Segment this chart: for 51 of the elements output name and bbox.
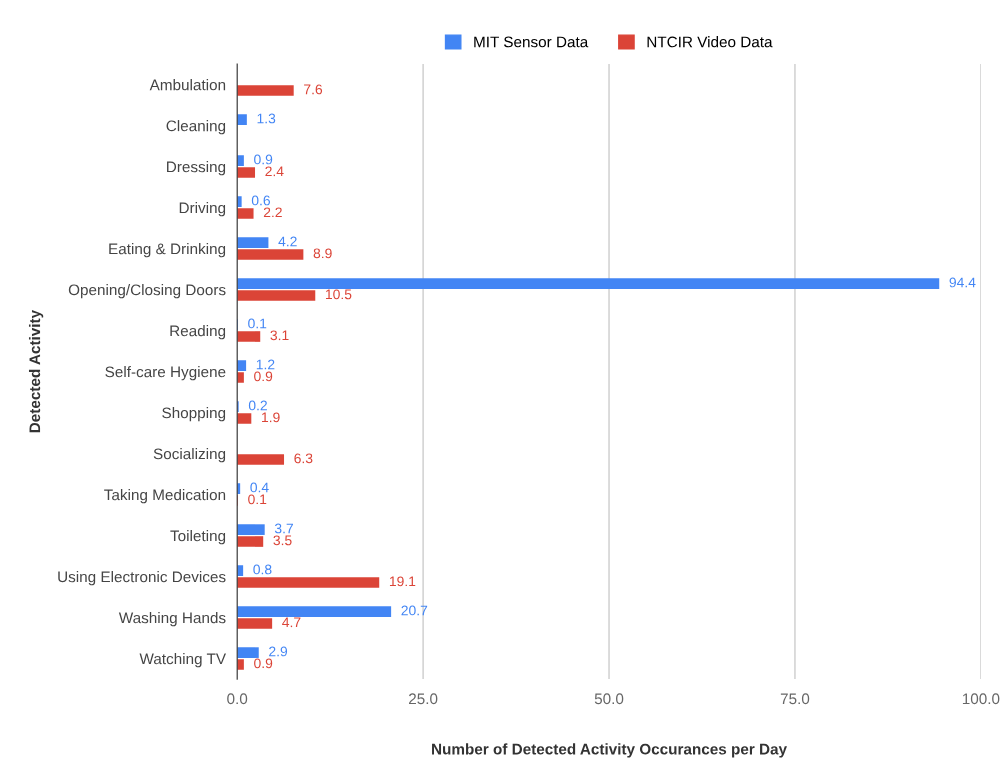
data-label: 2.4 bbox=[265, 166, 284, 177]
data-label: 0.9 bbox=[254, 154, 273, 165]
data-label: 1.2 bbox=[256, 359, 275, 370]
y-tick-label: Self-care Hygiene bbox=[105, 366, 226, 381]
data-label: 94.4 bbox=[949, 277, 976, 288]
data-label: 6.3 bbox=[294, 453, 313, 464]
data-label: 2.2 bbox=[263, 207, 282, 218]
data-label: 0.2 bbox=[248, 400, 267, 411]
y-tick-label: Ambulation bbox=[149, 79, 226, 91]
x-tick-label: 0.0 bbox=[227, 693, 248, 705]
y-tick-label: Reading bbox=[170, 325, 226, 340]
data-label: 2.9 bbox=[269, 646, 288, 657]
y-tick-label: Using Electronic Devices bbox=[58, 571, 226, 586]
data-label: 20.7 bbox=[401, 605, 428, 616]
y-tick-label: Taking Medication bbox=[104, 489, 226, 504]
y-tick-label: Toileting bbox=[170, 530, 226, 545]
data-label: 0.9 bbox=[254, 371, 273, 382]
y-tick-label: Eating & Drinking bbox=[109, 243, 226, 258]
data-label: 4.7 bbox=[282, 617, 301, 628]
data-label: 1.9 bbox=[262, 412, 280, 423]
y-tick-label: Dressing bbox=[167, 161, 226, 176]
y-tick-label: Washing Hands bbox=[118, 612, 226, 627]
y-axis-title: Detected Activity bbox=[28, 309, 44, 433]
data-label: 8.9 bbox=[313, 248, 332, 259]
data-label: 0.1 bbox=[248, 494, 267, 505]
data-label: 7.6 bbox=[304, 84, 323, 95]
y-tick-label: Socializing bbox=[153, 448, 226, 463]
data-label: 0.8 bbox=[253, 564, 272, 575]
y-tick-label: Opening/Closing Doors bbox=[68, 284, 226, 299]
data-label: 10.5 bbox=[326, 289, 352, 300]
data-label: 3.1 bbox=[270, 330, 289, 341]
data-label: 3.7 bbox=[274, 523, 293, 534]
x-tick-label: 25.0 bbox=[409, 693, 438, 705]
data-label: 0.4 bbox=[250, 482, 269, 493]
y-tick-label: Watching TV bbox=[139, 653, 227, 668]
x-tick-label: 100.0 bbox=[962, 693, 1000, 705]
data-label: 0.6 bbox=[251, 195, 271, 206]
data-label: 0.9 bbox=[254, 658, 273, 669]
data-label: 0.1 bbox=[248, 318, 267, 329]
data-label: 3.5 bbox=[273, 535, 292, 546]
x-tick-label: 50.0 bbox=[594, 693, 624, 705]
x-axis-title: Number of Detected Activity Occurances per Day bbox=[432, 743, 787, 758]
legend-label: NTCIR Video Data bbox=[647, 36, 773, 48]
data-label: 19.1 bbox=[389, 576, 416, 587]
y-tick-label: Shopping bbox=[162, 407, 226, 422]
legend-label: MIT Sensor Data bbox=[474, 36, 589, 48]
y-tick-label: Cleaning bbox=[166, 120, 226, 135]
x-tick-label: 75.0 bbox=[780, 693, 810, 705]
data-label: 4.2 bbox=[278, 236, 297, 247]
data-label: 1.3 bbox=[257, 113, 276, 124]
y-tick-label: Driving bbox=[179, 202, 226, 217]
